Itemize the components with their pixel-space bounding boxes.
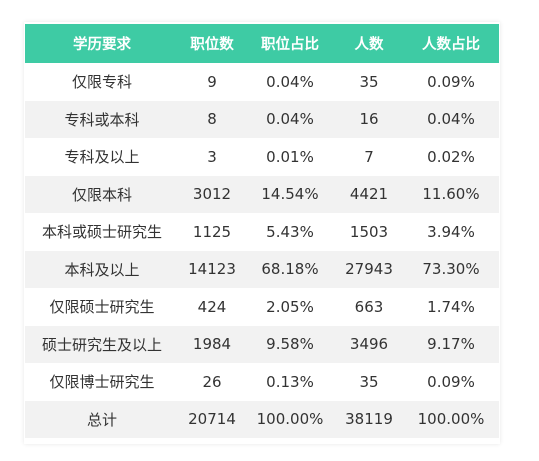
table-row: 仅限博士研究生 26 0.13% 35 0.09% xyxy=(25,363,499,401)
cell-position-share: 0.04% xyxy=(245,63,335,101)
cell-position-share: 0.01% xyxy=(245,138,335,176)
cell-people-share: 0.02% xyxy=(403,138,499,176)
cell-position-share: 100.00% xyxy=(245,400,335,438)
table-row: 仅限专科 9 0.04% 35 0.09% xyxy=(25,63,499,101)
cell-position-share: 2.05% xyxy=(245,288,335,326)
cell-position-count: 3 xyxy=(179,138,245,176)
cell-people-share: 0.04% xyxy=(403,100,499,138)
cell-education: 本科或硕士研究生 xyxy=(25,213,179,251)
cell-education: 仅限博士研究生 xyxy=(25,363,179,401)
cell-people-count: 35 xyxy=(335,363,403,401)
cell-position-count: 26 xyxy=(179,363,245,401)
header-position-share: 职位占比 xyxy=(245,24,335,63)
cell-position-count: 8 xyxy=(179,100,245,138)
cell-people-share: 0.09% xyxy=(403,363,499,401)
table-row: 仅限硕士研究生 424 2.05% 663 1.74% xyxy=(25,288,499,326)
table-row: 专科及以上 3 0.01% 7 0.02% xyxy=(25,138,499,176)
cell-people-count: 35 xyxy=(335,63,403,101)
cell-position-count: 424 xyxy=(179,288,245,326)
cell-education: 硕士研究生及以上 xyxy=(25,325,179,363)
table-header: 学历要求 职位数 职位占比 人数 人数占比 xyxy=(25,24,499,63)
cell-position-share: 9.58% xyxy=(245,325,335,363)
cell-position-count: 14123 xyxy=(179,250,245,288)
table-row: 本科或硕士研究生 1125 5.43% 1503 3.94% xyxy=(25,213,499,251)
cell-people-share: 73.30% xyxy=(403,250,499,288)
cell-people-count: 663 xyxy=(335,288,403,326)
cell-people-share: 9.17% xyxy=(403,325,499,363)
cell-people-count: 16 xyxy=(335,100,403,138)
cell-people-share: 1.74% xyxy=(403,288,499,326)
education-requirement-table: 学历要求 职位数 职位占比 人数 人数占比 仅限专科 9 0.04% 35 0.… xyxy=(25,24,499,438)
cell-education: 专科或本科 xyxy=(25,100,179,138)
cell-position-share: 5.43% xyxy=(245,213,335,251)
cell-people-count: 1503 xyxy=(335,213,403,251)
cell-education: 总计 xyxy=(25,400,179,438)
header-people-count: 人数 xyxy=(335,24,403,63)
cell-people-count: 7 xyxy=(335,138,403,176)
table-row: 仅限本科 3012 14.54% 4421 11.60% xyxy=(25,175,499,213)
header-education: 学历要求 xyxy=(25,24,179,63)
table-row: 硕士研究生及以上 1984 9.58% 3496 9.17% xyxy=(25,325,499,363)
cell-position-count: 1984 xyxy=(179,325,245,363)
cell-position-share: 14.54% xyxy=(245,175,335,213)
table-body: 仅限专科 9 0.04% 35 0.09% 专科或本科 8 0.04% 16 0… xyxy=(25,63,499,438)
cell-position-count: 3012 xyxy=(179,175,245,213)
table-row: 专科或本科 8 0.04% 16 0.04% xyxy=(25,100,499,138)
cell-position-share: 0.04% xyxy=(245,100,335,138)
cell-education: 仅限硕士研究生 xyxy=(25,288,179,326)
cell-education: 仅限专科 xyxy=(25,63,179,101)
cell-people-count: 4421 xyxy=(335,175,403,213)
table-row: 本科及以上 14123 68.18% 27943 73.30% xyxy=(25,250,499,288)
cell-people-share: 3.94% xyxy=(403,213,499,251)
cell-education: 本科及以上 xyxy=(25,250,179,288)
header-position-count: 职位数 xyxy=(179,24,245,63)
cell-education: 专科及以上 xyxy=(25,138,179,176)
cell-position-share: 0.13% xyxy=(245,363,335,401)
cell-people-share: 0.09% xyxy=(403,63,499,101)
cell-position-count: 20714 xyxy=(179,400,245,438)
cell-people-count: 27943 xyxy=(335,250,403,288)
cell-people-share: 100.00% xyxy=(403,400,499,438)
total-row: 总计 20714 100.00% 38119 100.00% xyxy=(25,400,499,438)
header-row: 学历要求 职位数 职位占比 人数 人数占比 xyxy=(25,24,499,63)
cell-position-count: 1125 xyxy=(179,213,245,251)
cell-people-count: 3496 xyxy=(335,325,403,363)
cell-people-share: 11.60% xyxy=(403,175,499,213)
cell-position-count: 9 xyxy=(179,63,245,101)
cell-education: 仅限本科 xyxy=(25,175,179,213)
cell-position-share: 68.18% xyxy=(245,250,335,288)
cell-people-count: 38119 xyxy=(335,400,403,438)
header-people-share: 人数占比 xyxy=(403,24,499,63)
